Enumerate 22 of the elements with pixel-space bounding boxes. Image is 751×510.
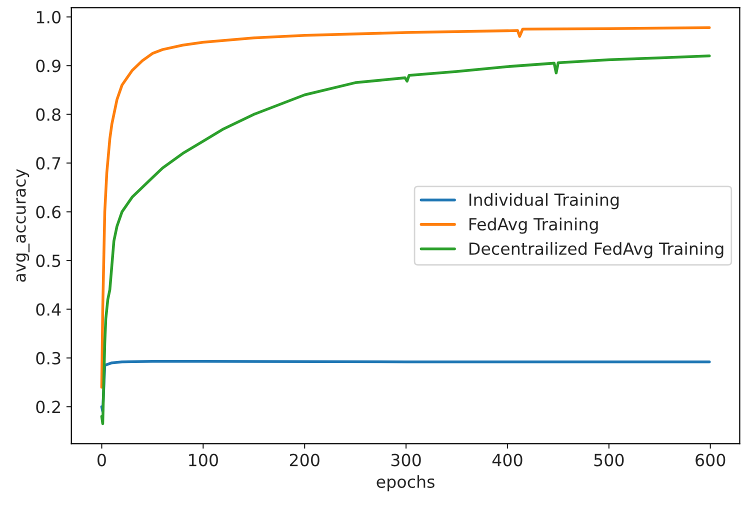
line-series [100, 360, 711, 413]
x-tick-label: 0 [98, 454, 106, 466]
legend-label: Decentrailized FedAvg Training [470, 242, 724, 258]
y-tick-label: 0.2 [36, 400, 60, 414]
y-axis-title: avg_accuracy [16, 169, 30, 282]
x-tick-label: 100 [189, 454, 218, 466]
y-tick-label: 0.7 [36, 157, 60, 170]
y-tick-label: 0.3 [36, 352, 60, 365]
x-tick-label: 300 [391, 454, 421, 466]
y-tick-label: 1.0 [36, 10, 61, 24]
legend-label: FedAvg Training [470, 218, 598, 234]
y-tick-label: 0.8 [36, 108, 60, 121]
y-tick-label: 0.6 [36, 206, 61, 218]
legend-label: Individual Training [470, 193, 619, 210]
y-tick-label: 0.9 [36, 60, 60, 72]
y-tick-label: 0.4 [36, 303, 61, 316]
x-axis-title: epochs [376, 475, 434, 492]
y-tick-label: 0.5 [36, 254, 60, 268]
x-tick-label: 200 [290, 454, 320, 466]
x-tick-label: 400 [492, 454, 522, 466]
x-tick-label: 500 [594, 454, 624, 466]
x-tick-label: 600 [696, 454, 726, 466]
